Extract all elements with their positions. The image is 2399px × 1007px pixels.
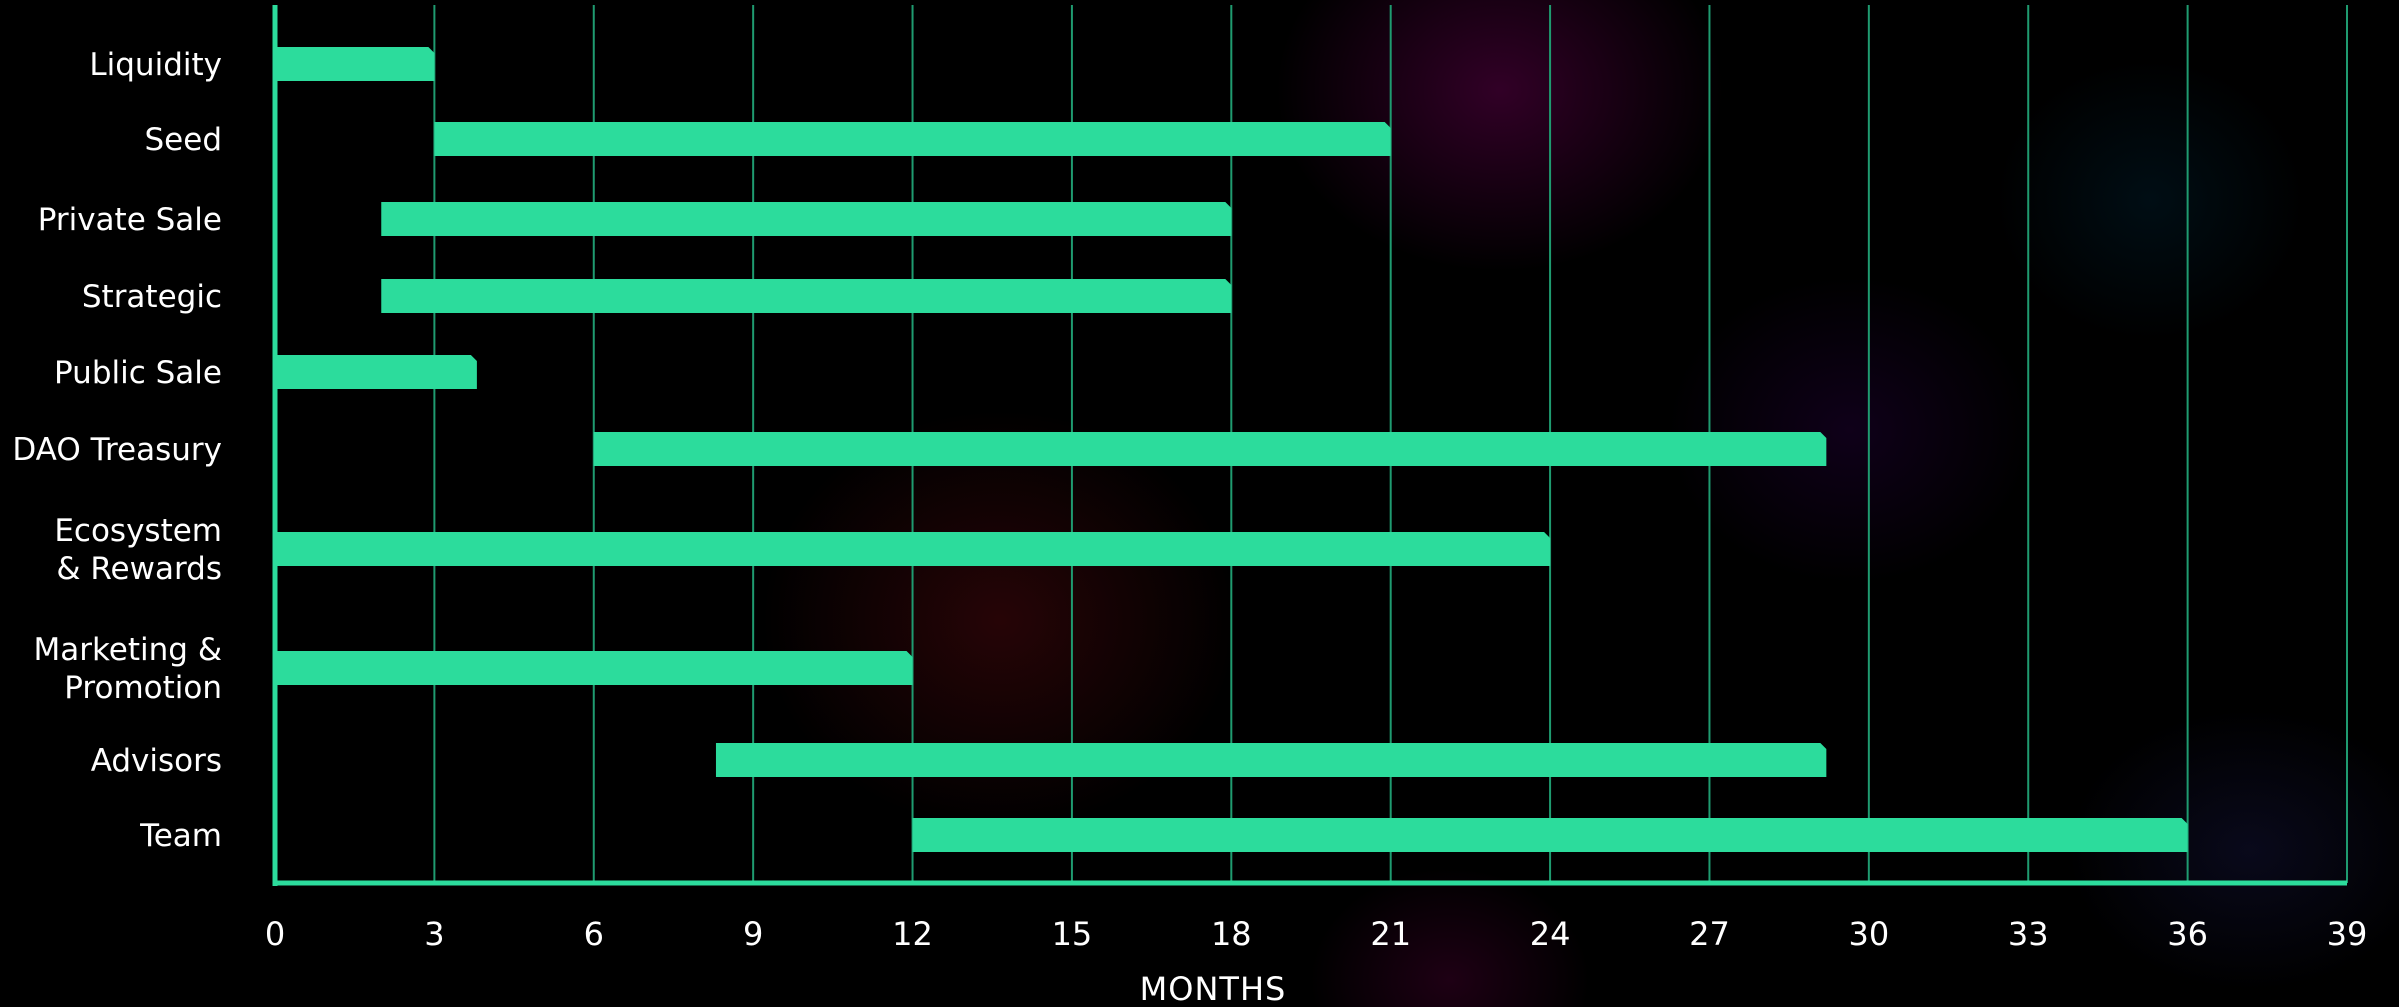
x-tick-label-3: 3 — [424, 915, 444, 953]
category-label-8: Advisors — [91, 743, 222, 779]
bar-5 — [593, 432, 1827, 466]
x-tick-labels: 0 3 6 9 12 15 18 21 24 27 30 33 36 39 — [265, 915, 2368, 953]
category-label-line: DAO Treasury — [12, 432, 222, 468]
category-label-line: Marketing & — [33, 632, 222, 668]
category-label-line: Seed — [145, 122, 223, 158]
bar-0 — [275, 47, 435, 81]
category-label-line: Advisors — [91, 743, 222, 779]
x-tick-label-12: 12 — [892, 915, 933, 953]
category-label-line: Public Sale — [54, 355, 222, 391]
bars — [275, 47, 2188, 852]
x-axis-title: MONTHS — [1140, 970, 1287, 1007]
bar-7 — [275, 651, 913, 685]
x-tick-label-21: 21 — [1370, 915, 1411, 953]
category-label-line: Liquidity — [89, 47, 222, 83]
x-tick-label-27: 27 — [1689, 915, 1730, 953]
category-label-line: Private Sale — [38, 202, 222, 238]
category-label-line: & Rewards — [56, 551, 222, 587]
x-tick-label-39: 39 — [2327, 915, 2368, 953]
bar-2 — [381, 202, 1232, 236]
bar-4 — [275, 355, 477, 389]
category-label-9: Team — [139, 818, 222, 854]
bar-3 — [381, 279, 1232, 313]
category-label-5: DAO Treasury — [12, 432, 222, 468]
x-tick-label-15: 15 — [1052, 915, 1093, 953]
x-tick-label-9: 9 — [743, 915, 763, 953]
category-label-3: Strategic — [82, 279, 222, 315]
category-label-2: Private Sale — [38, 202, 222, 238]
bar-9 — [912, 818, 2188, 852]
bar-6 — [275, 532, 1551, 566]
category-label-line: Strategic — [82, 279, 222, 315]
x-tick-label-24: 24 — [1530, 915, 1571, 953]
category-label-line: Team — [139, 818, 222, 854]
bar-8 — [715, 743, 1827, 777]
bar-1 — [434, 122, 1391, 156]
category-label-line: Ecosystem — [54, 513, 222, 549]
x-tick-label-30: 30 — [1848, 915, 1889, 953]
x-tick-label-0: 0 — [265, 915, 285, 953]
category-label-line: Promotion — [64, 670, 222, 706]
x-tick-label-18: 18 — [1211, 915, 1252, 953]
x-tick-label-6: 6 — [584, 915, 604, 953]
category-label-1: Seed — [145, 122, 223, 158]
category-label-7: Marketing & Promotion — [33, 632, 222, 706]
x-tick-label-36: 36 — [2167, 915, 2208, 953]
category-label-4: Public Sale — [54, 355, 222, 391]
axes — [272, 5, 2347, 886]
category-label-6: Ecosystem & Rewards — [54, 513, 222, 587]
category-label-0: Liquidity — [89, 47, 222, 83]
x-tick-label-33: 33 — [2008, 915, 2049, 953]
category-labels: Liquidity Seed Private Sale Strategic Public… — [12, 47, 222, 854]
